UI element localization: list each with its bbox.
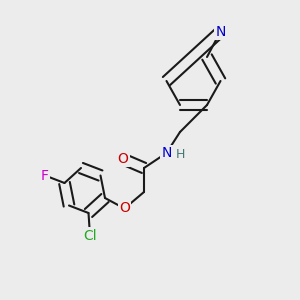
Text: N: N [161,146,172,160]
Text: O: O [118,152,128,166]
Text: Cl: Cl [83,229,97,242]
Text: O: O [119,202,130,215]
Text: N: N [215,25,226,38]
Text: F: F [41,169,49,182]
Text: H: H [176,148,185,161]
